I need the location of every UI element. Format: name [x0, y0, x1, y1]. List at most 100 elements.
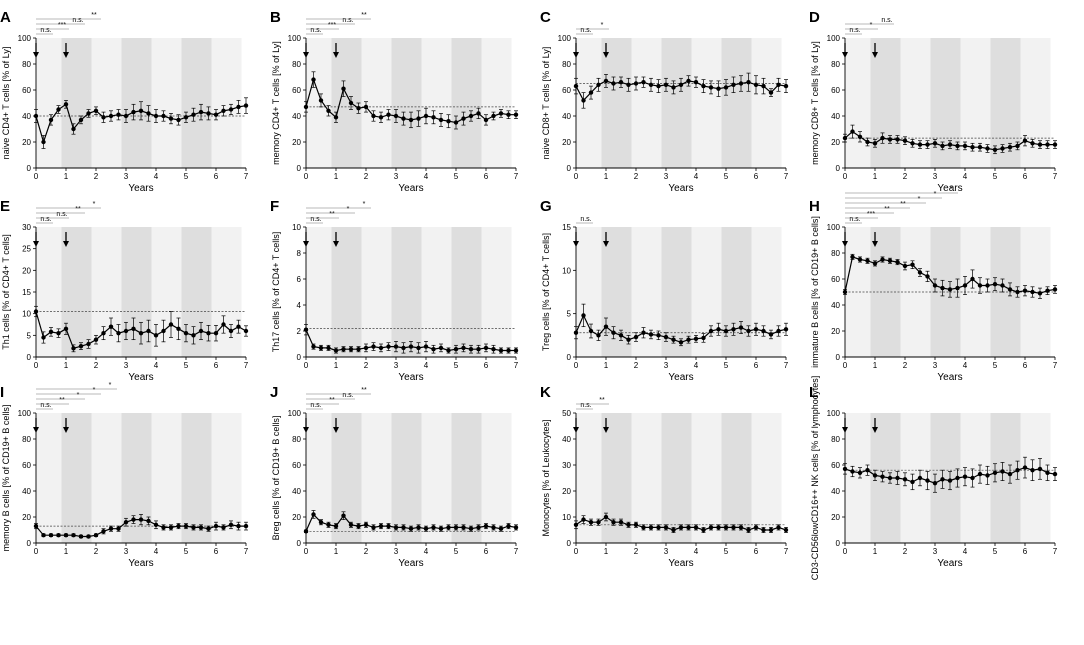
y-tick-label: 100 [827, 223, 841, 232]
x-axis-title: Years [668, 183, 693, 194]
data-point [221, 108, 226, 114]
arrowhead-icon [303, 52, 309, 58]
y-tick-label: 40 [22, 487, 31, 496]
x-tick-label: 2 [634, 547, 639, 556]
arrowhead-icon [333, 427, 339, 433]
x-tick-label: 3 [124, 361, 129, 370]
y-tick-label: 60 [831, 275, 840, 284]
data-point [386, 523, 391, 529]
data-point [880, 474, 885, 479]
data-point [101, 115, 106, 120]
data-point [731, 82, 736, 88]
panel-l: L 0 20 40 60 80 100 0 1 2 3 4 5 6 7 Years CD3-CD56lowCD1… [809, 376, 1058, 581]
data-point [108, 324, 114, 329]
y-tick-label: 15 [22, 288, 31, 297]
data-point [333, 348, 339, 353]
data-point [198, 525, 204, 530]
data-point [48, 329, 54, 335]
data-point [701, 527, 706, 533]
data-point [671, 85, 676, 90]
year-band [61, 227, 92, 357]
data-point [1022, 288, 1028, 293]
y-tick-label: 40 [562, 112, 571, 121]
data-point [1052, 471, 1058, 477]
panel-letter: G [540, 198, 552, 215]
y-tick-label: 80 [831, 60, 840, 69]
y-tick-label: 100 [827, 34, 841, 43]
data-point [116, 526, 121, 531]
data-point [955, 143, 960, 149]
data-point [648, 332, 654, 337]
significance-label: * [109, 382, 112, 389]
year-band [870, 38, 901, 168]
significance-label: ** [329, 211, 335, 218]
data-point [378, 345, 384, 351]
x-tick-label: 5 [993, 547, 998, 556]
year-band [91, 38, 122, 168]
y-tick-label: 6 [297, 275, 302, 284]
y-tick-label: 60 [292, 86, 301, 95]
data-point [506, 348, 511, 353]
data-point [872, 261, 878, 266]
data-point [461, 116, 466, 121]
data-point [423, 344, 429, 349]
data-point [78, 343, 84, 349]
significance-label: ** [361, 387, 367, 394]
data-point [153, 333, 159, 338]
data-point [925, 478, 930, 483]
data-point [213, 112, 219, 117]
x-tick-label: 5 [454, 547, 459, 556]
data-point [656, 333, 661, 338]
data-point [71, 533, 76, 538]
arrowhead-icon [872, 427, 878, 433]
x-axis-title: Years [937, 372, 962, 383]
x-tick-label: 6 [484, 172, 489, 181]
data-point [423, 113, 429, 119]
data-point [93, 337, 99, 342]
y-tick-label: 80 [22, 60, 31, 69]
data-point [970, 475, 975, 481]
significance-label: * [934, 191, 937, 198]
data-point [701, 335, 706, 341]
data-point [498, 526, 504, 531]
data-point [573, 522, 579, 527]
x-tick-label: 2 [634, 172, 639, 181]
year-band [451, 413, 482, 543]
data-point [63, 533, 69, 538]
data-point [401, 116, 406, 121]
data-point [633, 334, 639, 340]
x-tick-label: 0 [34, 547, 39, 556]
x-axis-title: Years [128, 558, 153, 569]
panel-letter: H [809, 198, 820, 215]
x-tick-label: 2 [94, 547, 99, 556]
data-point [431, 347, 436, 352]
data-point [776, 328, 781, 334]
significance-label: n.s. [310, 402, 321, 409]
data-point [86, 341, 91, 347]
x-tick-label: 3 [394, 172, 399, 181]
data-point [108, 526, 114, 531]
data-point [108, 113, 114, 119]
year-band [361, 227, 392, 357]
data-point [686, 525, 691, 530]
x-tick-label: 2 [364, 172, 369, 181]
x-tick-label: 3 [124, 172, 129, 181]
year-band [391, 227, 422, 357]
data-point [678, 340, 684, 345]
arrowhead-icon [842, 427, 848, 433]
data-point [408, 344, 414, 349]
x-tick-label: 5 [724, 172, 729, 181]
year-band [331, 413, 362, 543]
data-point [746, 328, 751, 334]
significance-label: n.s. [40, 402, 51, 409]
y-tick-label: 50 [562, 409, 571, 418]
x-tick-label: 6 [484, 361, 489, 370]
data-point [513, 112, 519, 117]
x-tick-label: 4 [154, 172, 159, 181]
x-tick-label: 2 [903, 547, 908, 556]
data-point [970, 276, 975, 282]
x-tick-label: 1 [604, 172, 609, 181]
data-point [453, 347, 459, 352]
data-point [723, 328, 729, 334]
